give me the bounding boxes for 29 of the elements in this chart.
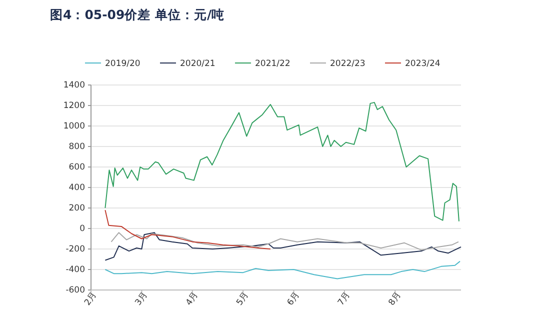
x-tick-label: 6月 <box>286 290 302 308</box>
line-series <box>104 232 462 261</box>
y-tick-label: 0 <box>80 224 85 234</box>
x-tick-label: 7月 <box>336 290 353 308</box>
line-series <box>110 232 459 251</box>
legend-label: 2023/24 <box>405 59 440 69</box>
line-series <box>104 210 271 250</box>
y-tick-label: -400 <box>66 265 85 276</box>
x-tick-label: 4月 <box>184 290 201 308</box>
line-series <box>104 260 460 280</box>
legend-label: 2022/23 <box>330 59 366 69</box>
legend-label: 2019/20 <box>105 59 140 69</box>
chart-title: 图4：05-09价差 单位：元/吨 <box>50 7 225 22</box>
y-tick-label: 600 <box>68 162 85 173</box>
y-tick-label: 200 <box>68 204 85 214</box>
x-tick-label: 8月 <box>386 290 404 308</box>
x-tick-label: 2月 <box>82 290 100 308</box>
y-tick-label: 800 <box>68 142 85 152</box>
x-tick-label: 5月 <box>234 290 252 308</box>
y-tick-label: 400 <box>68 183 85 194</box>
y-tick-label: 1200 <box>63 101 85 112</box>
legend-label: 2020/21 <box>180 59 216 69</box>
line-series <box>104 102 460 222</box>
y-tick-label: 1000 <box>63 122 85 132</box>
y-tick-label: -600 <box>66 286 85 296</box>
y-tick-label: 1400 <box>63 80 85 91</box>
x-tick-label: 3月 <box>134 290 150 308</box>
y-tick-label: -200 <box>66 244 85 255</box>
legend-label: 2021/22 <box>255 59 290 69</box>
